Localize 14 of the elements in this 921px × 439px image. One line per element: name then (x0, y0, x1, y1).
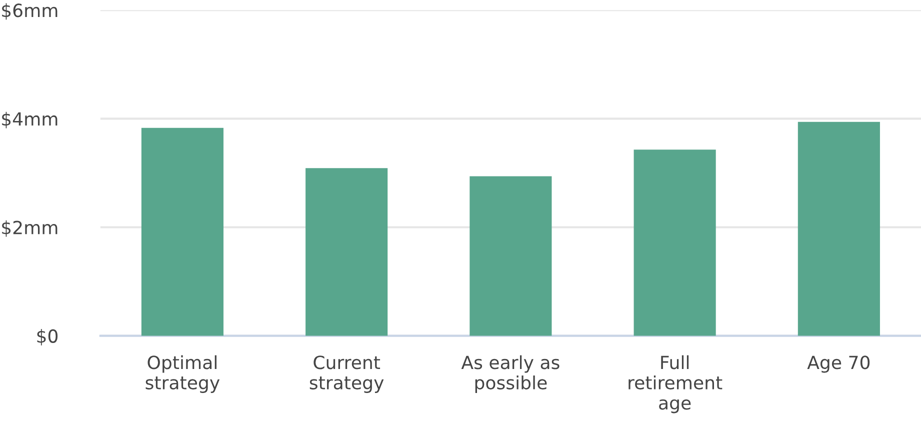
y-tick-label: $6mm (2, 3, 58, 20)
y-tick-label: $4mm (2, 112, 58, 128)
x-tick-label: Current strategy (310, 356, 384, 393)
x-tick-label: As early as possible (461, 355, 560, 393)
bar (306, 168, 388, 336)
y-tick-label: $0 (37, 328, 58, 346)
bar (470, 176, 552, 336)
x-tick-label: Age 70 (807, 356, 870, 373)
x-tick-label: Optimal strategy (146, 355, 220, 393)
y-tick-label: $2mm (2, 220, 58, 237)
bar (141, 128, 224, 336)
x-tick-label: Full retirement age (628, 355, 722, 414)
bar (634, 150, 716, 336)
bar (798, 122, 880, 336)
